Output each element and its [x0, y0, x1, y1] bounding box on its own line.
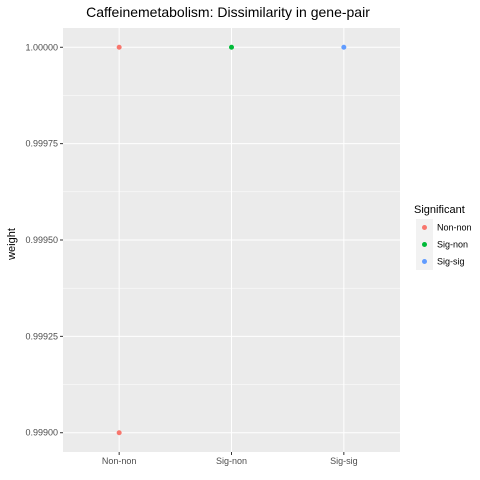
legend-label: Sig-non — [437, 240, 468, 250]
legend-title: Significant — [414, 204, 465, 216]
y-tick-label: 0.99925 — [25, 331, 58, 341]
legend-swatch — [422, 259, 427, 264]
y-axis-ticks: 0.99900 0.99925 0.99950 0.99975 1.00000 — [25, 42, 63, 438]
legend-label: Sig-sig — [437, 257, 465, 267]
y-tick-label: 1.00000 — [25, 42, 58, 52]
data-point — [116, 430, 122, 436]
legend-swatch — [422, 225, 427, 230]
x-tick-label: Non-non — [102, 456, 137, 466]
x-tick-label: Sig-non — [216, 456, 247, 466]
y-tick-label: 0.99975 — [25, 139, 58, 149]
y-axis-label: weight — [6, 228, 18, 261]
x-tick-label: Sig-sig — [330, 456, 358, 466]
y-tick-label: 0.99950 — [25, 235, 58, 245]
data-point — [116, 44, 122, 50]
data-points — [116, 44, 347, 436]
legend-swatch — [422, 242, 427, 247]
chart-title: Caffeinemetabolism: Dissimilarity in gen… — [86, 4, 370, 20]
legend-label: Non-non — [437, 223, 472, 233]
legend: Significant Non-non Sig-non Sig-sig — [414, 204, 472, 270]
x-axis-ticks: Non-non Sig-non Sig-sig — [102, 452, 358, 466]
y-tick-label: 0.99900 — [25, 428, 58, 438]
data-point — [341, 44, 347, 50]
data-point — [229, 44, 234, 50]
